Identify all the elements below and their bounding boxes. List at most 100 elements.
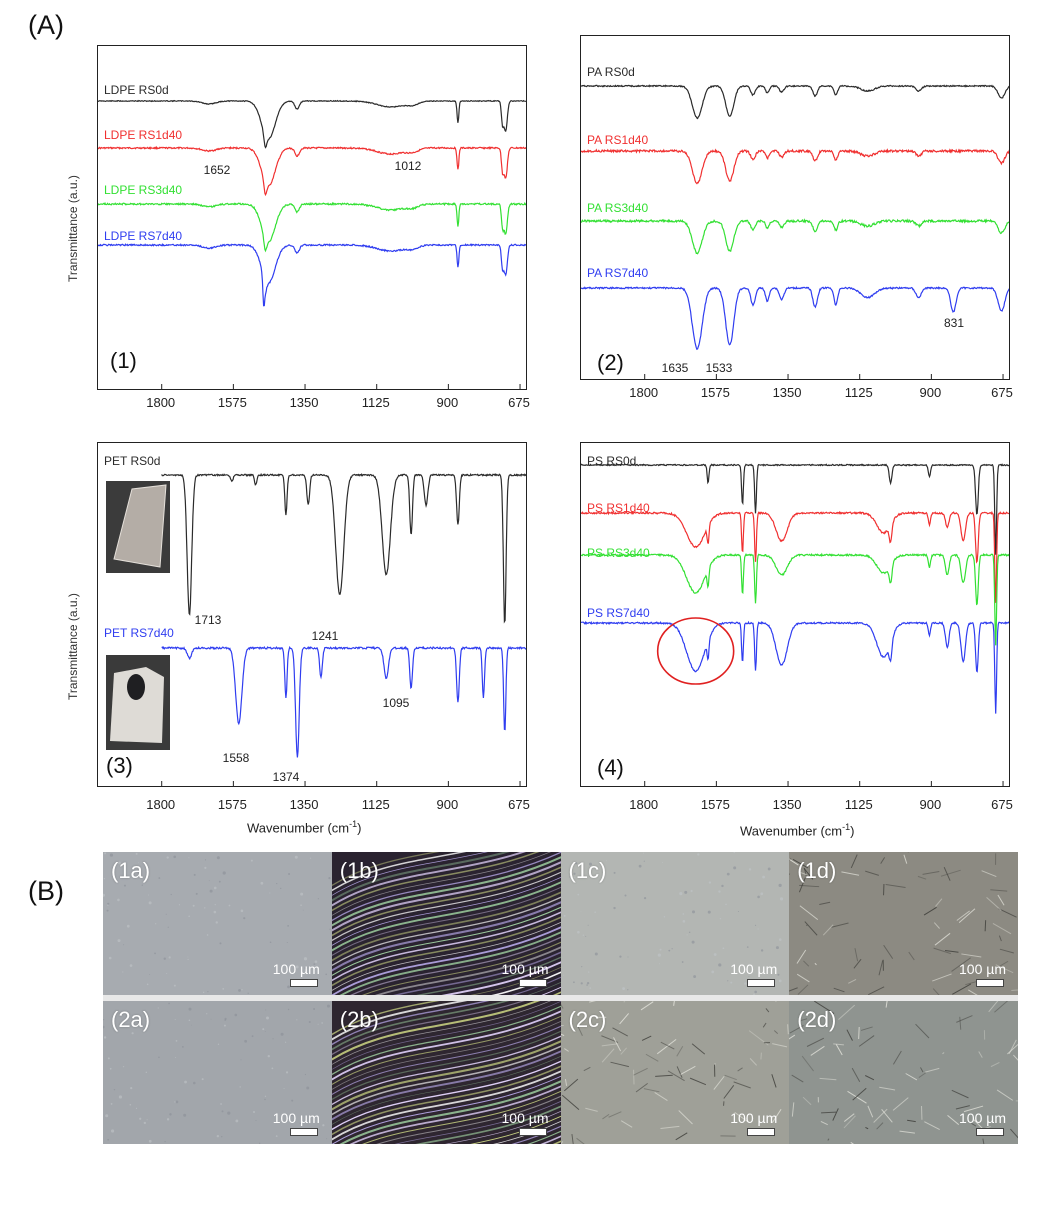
scale-bar-label: 100 µm: [730, 961, 778, 977]
spectra-svg: [161, 472, 526, 786]
x-tick-label: 1575: [217, 395, 247, 410]
x-tick-label: 1350: [289, 797, 319, 812]
x-axis-label: Wavenumber (cm-1): [740, 822, 855, 839]
chart-panel-pa: PA RS0d PA RS1d40 PA RS3d40 PA RS7d40 16…: [580, 35, 1013, 400]
x-tick-label: 1350: [772, 797, 802, 812]
series-label-ps-rs3d40: PS RS3d40: [587, 546, 650, 560]
peak-label-1374: 1374: [272, 770, 300, 784]
plot-frame: PA RS0d PA RS1d40 PA RS3d40 PA RS7d40 16…: [580, 35, 1010, 380]
micrograph-row-1: (1a) 100 µm (1b) 100 µm (1c) 100 µm (1d) 100 µm: [103, 852, 1018, 995]
micrograph-row-2: (2a) 100 µm (2b) 100 µm (2c) 100 µm (2d) 100 µm: [103, 1001, 1018, 1144]
panel-tag: (1): [110, 348, 137, 373]
series-line-ldpe-rs3d40: [98, 201, 526, 253]
series-line-ldpe-rs1d40: [98, 145, 526, 197]
series-label-ps-rs1d40: PS RS1d40: [587, 501, 650, 515]
micrograph-label: (1d): [797, 858, 837, 883]
micrograph-label: (1b): [339, 858, 379, 883]
peak-label-1533: 1533: [705, 361, 733, 375]
series-line-pet-rs7d40: [161, 645, 526, 758]
series-line-ldpe-rs0d: [98, 99, 526, 149]
x-tick-label: 1800: [146, 395, 176, 410]
x-tick-label: 675: [508, 395, 530, 410]
x-tick-row: 1800 1575 1350 1125 900 675: [580, 385, 1013, 403]
x-tick-label: 900: [919, 385, 942, 400]
peak-label-1652: 1652: [203, 163, 231, 177]
micrograph-texture: [103, 1001, 332, 1144]
micrograph-1d: (1d) 100 µm: [789, 852, 1018, 995]
scale-bar-label: 100 µm: [959, 961, 1006, 977]
sample-photo-pristine: [106, 481, 170, 573]
x-tick-label: 1125: [844, 385, 873, 400]
x-tick-label: 1125: [844, 797, 873, 812]
series-label-pa-rs7d40: PA RS7d40: [587, 266, 649, 280]
micrograph-label: (2b): [339, 1007, 379, 1032]
sample-photo-treated: [106, 655, 170, 750]
spectra-svg: [581, 463, 1009, 786]
y-axis-label: Transmittance (a.u.): [66, 175, 80, 282]
peak-label-1241: 1241: [311, 629, 339, 643]
series-line-ps-rs3d40: [581, 552, 1009, 646]
peak-label-1713: 1713: [194, 613, 222, 627]
series-line-ldpe-rs7d40: [98, 242, 526, 307]
peak-label-1635: 1635: [661, 361, 689, 375]
x-tick-label: 1575: [700, 385, 730, 400]
micrograph-texture: [789, 852, 1018, 995]
scale-bar: [518, 1128, 547, 1136]
chart-panel-ldpe: LDPE RS0d LDPE RS1d40 LDPE RS3d40 LDPE R…: [97, 45, 530, 410]
x-tick-label: 1575: [217, 797, 247, 812]
series-line-pa-rs1d40: [581, 148, 1009, 185]
series-label-pet-rs7d40: PET RS7d40: [104, 626, 174, 640]
section-b-label: (B): [28, 876, 64, 906]
x-tick-label: 900: [919, 797, 942, 812]
micrograph-texture: [560, 1001, 790, 1144]
peak-label-831: 831: [943, 316, 965, 330]
chart-panel-pet: PET RS0d PET RS7d40 1713 1241 1558 1374 …: [97, 442, 530, 835]
scale-bar: [747, 1128, 776, 1136]
scale-bar: [518, 979, 547, 987]
micrograph-texture: [331, 852, 561, 995]
scale-bar-label: 100 µm: [272, 961, 320, 977]
panel-tag: (3): [106, 753, 133, 778]
series-label-ps-rs7d40: PS RS7d40: [587, 606, 650, 620]
scale-bar: [289, 1128, 318, 1136]
micrograph-texture: [560, 852, 790, 995]
chart-panel-ps: PS RS0d PS RS1d40 PS RS3d40 PS RS7d40 (4…: [580, 442, 1013, 838]
x-tick-label: 1350: [289, 395, 319, 410]
series-label-ldpe-rs0d: LDPE RS0d: [104, 83, 169, 97]
micrograph-label: (2a): [111, 1007, 151, 1032]
x-tick-label: 675: [991, 385, 1013, 400]
micrograph-2b: (2b) 100 µm: [331, 1001, 561, 1144]
x-tick-label: 900: [436, 395, 459, 410]
scale-bar-label: 100 µm: [730, 1110, 778, 1126]
scale-bar-label: 100 µm: [272, 1110, 320, 1126]
series-label-ps-rs0d: PS RS0d: [587, 454, 637, 468]
x-tick-label: 1800: [146, 797, 176, 812]
x-tick-row: 1800 1575 1350 1125 900 675: [580, 797, 1013, 815]
series-line-ps-rs0d: [581, 463, 1009, 555]
peak-label-1012: 1012: [394, 159, 422, 173]
series-label-ldpe-rs3d40: LDPE RS3d40: [104, 183, 183, 197]
micrograph-label: (1c): [568, 858, 607, 883]
peak-label-1095: 1095: [382, 696, 410, 710]
x-tick-label: 675: [991, 797, 1013, 812]
x-tick-label: 675: [508, 797, 530, 812]
x-tick-label: 1125: [361, 797, 390, 812]
series-label-ldpe-rs1d40: LDPE RS1d40: [104, 128, 183, 142]
micrograph-texture: [331, 1001, 561, 1144]
x-axis-label: Wavenumber (cm-1): [247, 819, 362, 836]
series-line-pa-rs7d40: [581, 285, 1009, 351]
series-label-pet-rs0d: PET RS0d: [104, 454, 161, 468]
degraded-film-icon: [110, 667, 164, 743]
plot-frame: LDPE RS0d LDPE RS1d40 LDPE RS3d40 LDPE R…: [97, 45, 527, 390]
x-tick-label: 1800: [629, 797, 659, 812]
micrograph-2a: (2a) 100 µm: [103, 1001, 332, 1144]
x-tick-row: 1800 1575 1350 1125 900 675: [97, 797, 530, 815]
series-line-ps-rs7d40: [581, 620, 1009, 714]
x-tick-label: 1575: [700, 797, 730, 812]
micrograph-1c: (1c) 100 µm: [560, 852, 790, 995]
series-line-pa-rs3d40: [581, 218, 1009, 255]
scale-bar: [289, 979, 318, 987]
micrograph-2d: (2d) 100 µm: [789, 1001, 1018, 1144]
x-tick-label: 1125: [361, 395, 390, 410]
series-label-pa-rs3d40: PA RS3d40: [587, 201, 649, 215]
